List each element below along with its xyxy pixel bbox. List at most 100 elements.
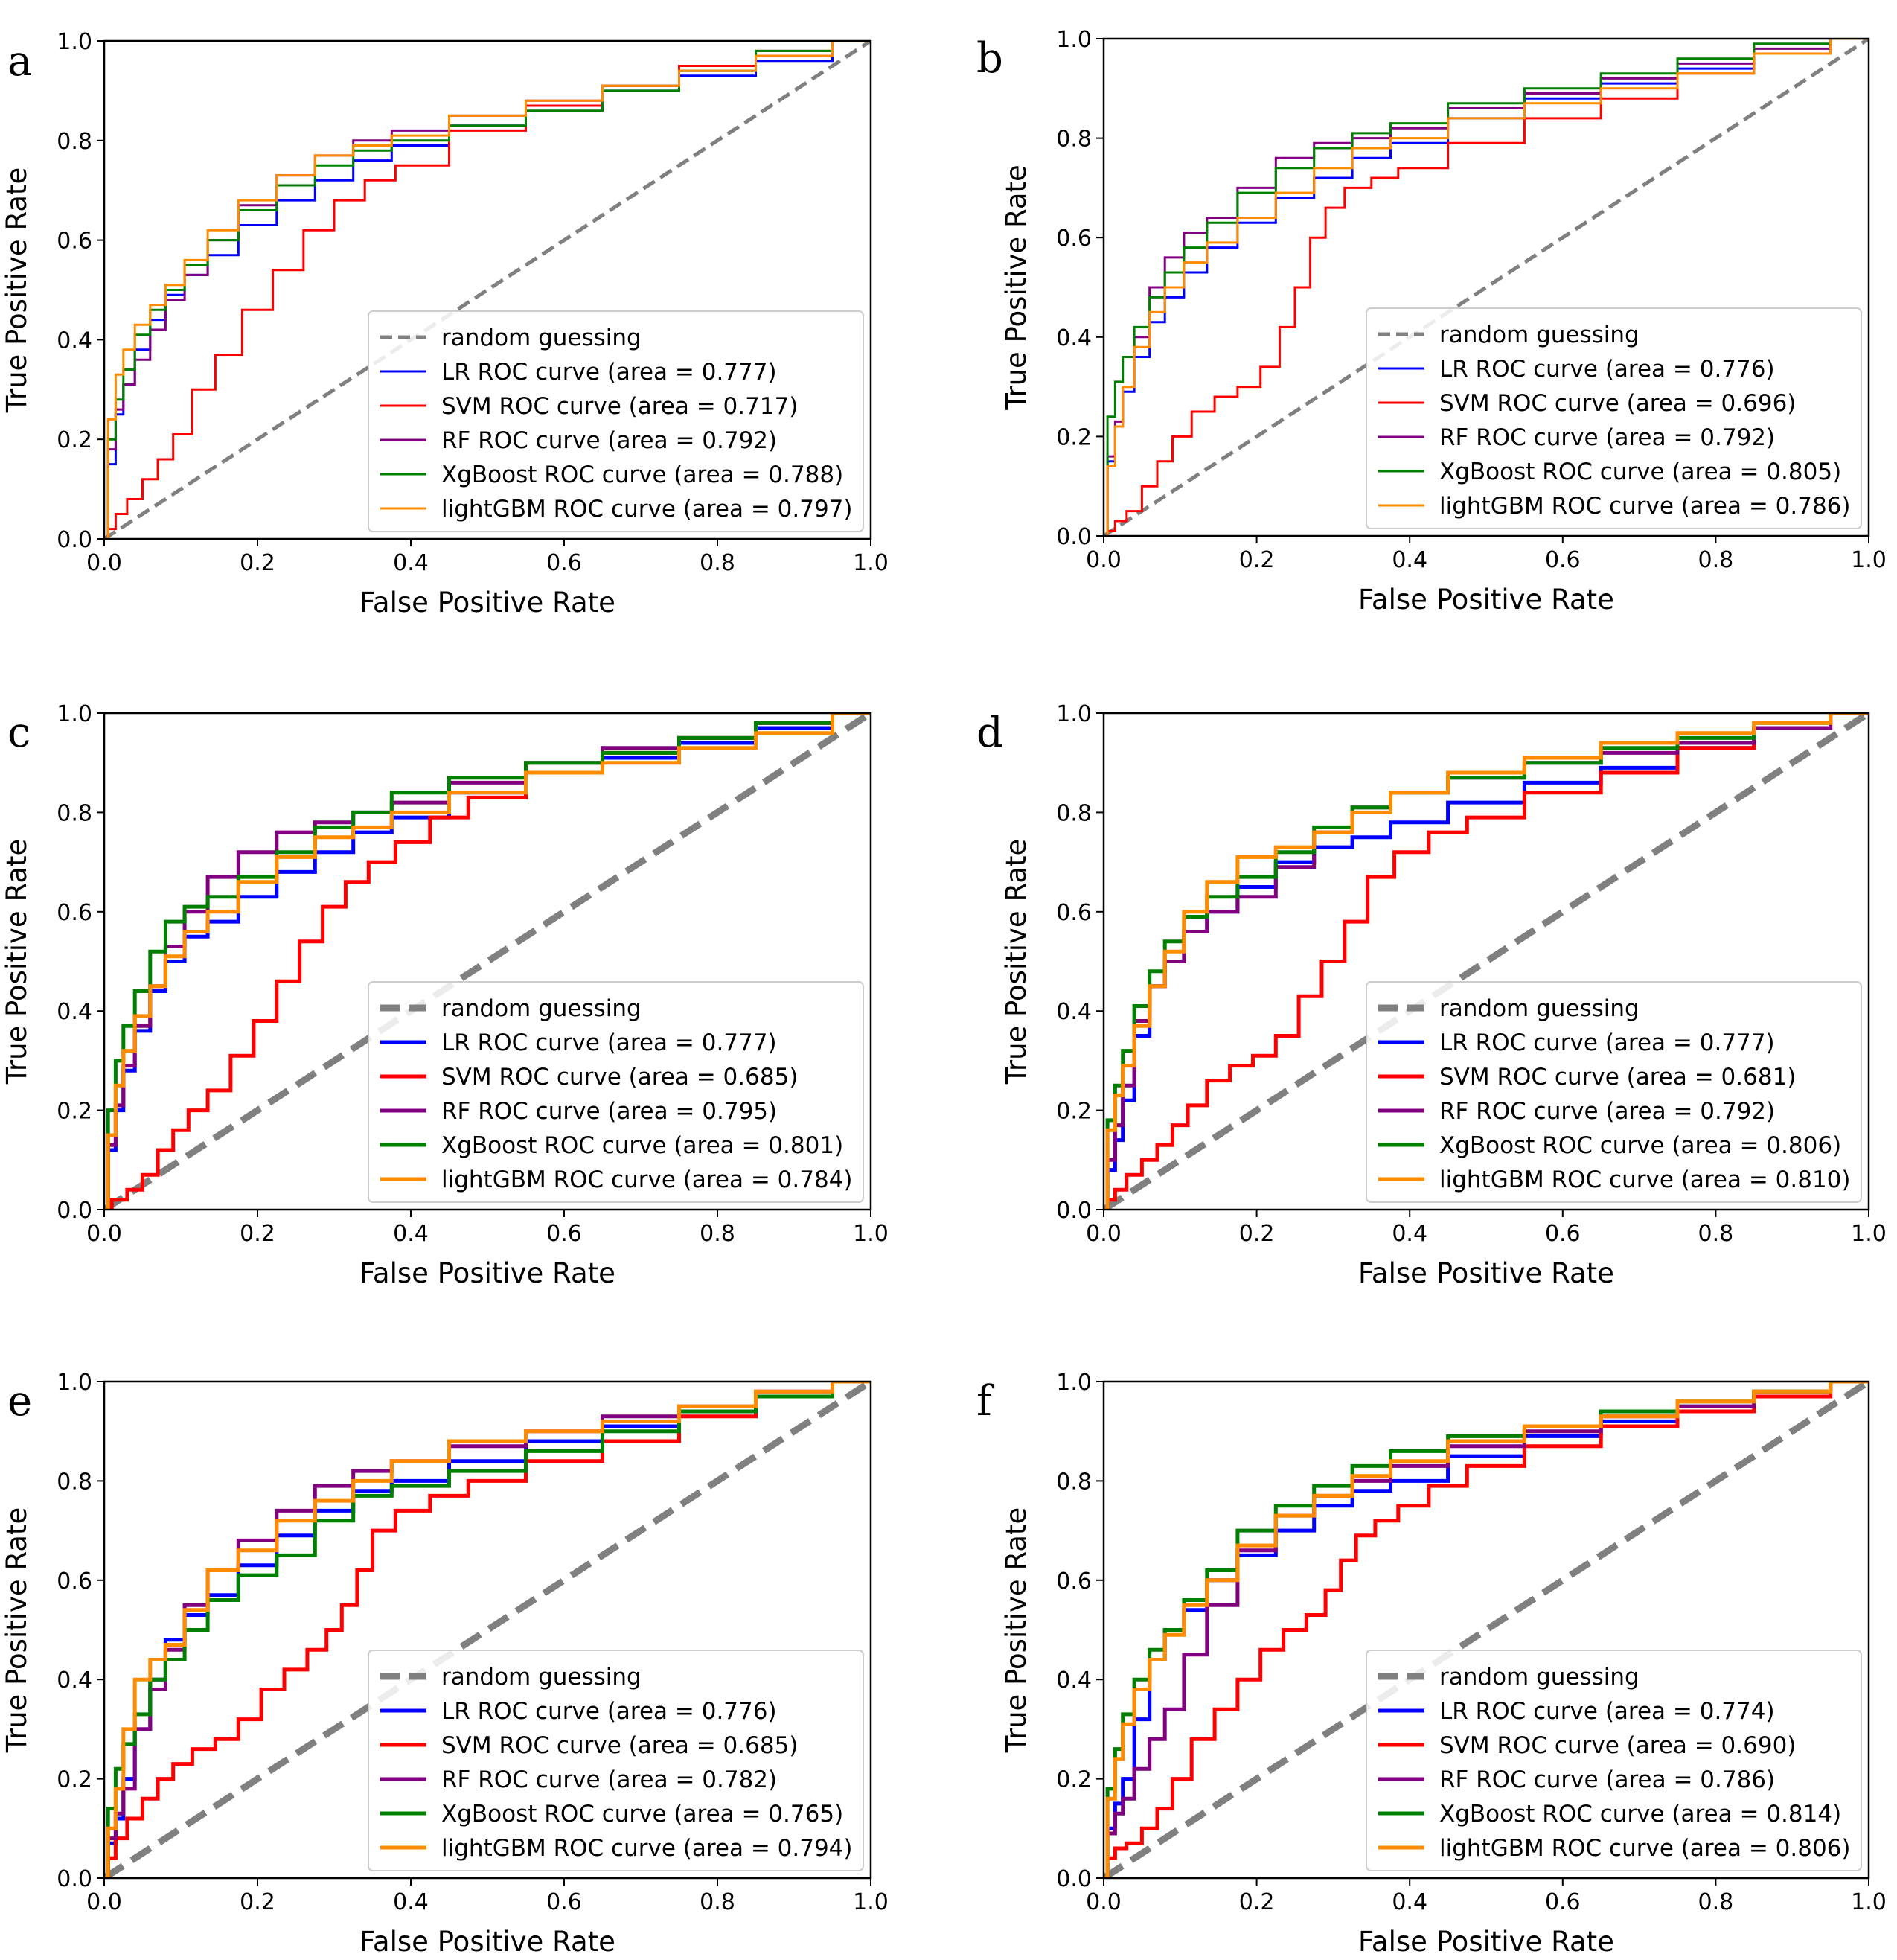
y-tick-label: 0.6	[1056, 1568, 1092, 1595]
legend-entry-label: RF ROC curve (area = 0.792)	[441, 427, 777, 454]
legend: random guessing LR ROC curve (area = 0.77…	[1366, 981, 1862, 1203]
chart-panel-f: f 0.0 0.2 0.4 0.6 0.8 1.0 0.0 0.2 0.4 0.6 0.8 1.0 Fal…	[976, 1370, 1887, 1958]
legend-entry-label: lightGBM ROC curve (area = 0.794)	[441, 1835, 853, 1862]
x-tick-label: 0.4	[393, 1221, 429, 1247]
x-tick-label: 1.0	[1851, 547, 1887, 573]
legend-entry-label: LR ROC curve (area = 0.777)	[441, 359, 777, 386]
legend-box	[1366, 1650, 1862, 1871]
y-tick-label: 0.2	[57, 1099, 92, 1125]
y-tick-label: 0.2	[57, 427, 92, 453]
x-tick-label: 0.0	[86, 550, 122, 576]
x-tick-label: 0.4	[1392, 547, 1427, 573]
y-tick-label: 0.8	[57, 129, 92, 155]
legend-entry-label: RF ROC curve (area = 0.795)	[441, 1098, 777, 1125]
plot-area	[1104, 39, 1869, 536]
random-guessing-line	[104, 1382, 871, 1878]
y-tick-label: 0.0	[57, 1866, 92, 1892]
random-guessing-line	[104, 713, 871, 1210]
x-tick-label: 0.8	[700, 1221, 735, 1247]
x-axis-label: False Positive Rate	[1358, 1257, 1614, 1289]
x-tick-label: 0.6	[546, 1221, 582, 1247]
y-tick-label: 1.0	[57, 1370, 92, 1396]
random-guessing-line	[1104, 713, 1869, 1210]
legend-entry-label: LR ROC curve (area = 0.777)	[1439, 1030, 1775, 1056]
legend-entry-label: RF ROC curve (area = 0.792)	[1439, 1098, 1775, 1125]
y-axis-label: True Positive Rate	[1, 839, 33, 1085]
y-axis-label: True Positive Rate	[1000, 839, 1032, 1085]
x-tick-label: 0.6	[546, 550, 582, 576]
legend-entry-label: random guessing	[1439, 995, 1640, 1022]
chart-panel-e: e 0.0 0.2 0.4 0.6 0.8 1.0 0.0 0.2 0.4 0.6 0.8 1.0 Fal…	[1, 1370, 889, 1958]
y-tick-label: 1.0	[1056, 27, 1092, 53]
legend: random guessing LR ROC curve (area = 0.77…	[368, 1650, 864, 1871]
legend-entry-label: random guessing	[441, 1664, 642, 1691]
roc-curve-lightgbm	[1104, 713, 1869, 1210]
roc-curve-svm	[1104, 1382, 1869, 1878]
y-tick-label: 0.2	[1056, 1099, 1092, 1125]
legend-entry-label: lightGBM ROC curve (area = 0.786)	[1439, 493, 1851, 520]
chart-panel-c: c 0.0 0.2 0.4 0.6 0.8 1.0 0.0 0.2 0.4 0.6 0.8 1.0 Fal…	[1, 701, 889, 1289]
legend-entry-label: RF ROC curve (area = 0.786)	[1439, 1766, 1775, 1793]
panel-letter: a	[7, 37, 32, 86]
x-axis-label: False Positive Rate	[1358, 1926, 1614, 1958]
plot-area	[104, 713, 871, 1210]
x-tick-label: 0.2	[1239, 1221, 1275, 1247]
y-tick-label: 0.4	[1056, 325, 1092, 351]
roc-curve-rf	[1104, 713, 1869, 1210]
y-tick-label: 0.8	[57, 1469, 92, 1495]
x-tick-label: 1.0	[853, 1889, 889, 1915]
y-tick-label: 0.4	[57, 999, 92, 1025]
x-tick-label: 0.4	[1392, 1221, 1427, 1247]
y-tick-label: 1.0	[1056, 701, 1092, 727]
y-axis-label: True Positive Rate	[1000, 1507, 1032, 1754]
x-tick-label: 0.0	[1086, 547, 1122, 573]
legend-box	[1366, 307, 1862, 529]
legend: random guessing LR ROC curve (area = 0.77…	[1366, 1650, 1862, 1871]
x-axis-label: False Positive Rate	[359, 1257, 615, 1289]
plot-area	[1104, 1382, 1869, 1878]
x-tick-label: 0.2	[240, 1889, 275, 1915]
legend-entry-label: SVM ROC curve (area = 0.696)	[1439, 390, 1796, 417]
y-tick-label: 1.0	[57, 701, 92, 727]
y-tick-label: 1.0	[1056, 1370, 1092, 1396]
roc-curve-xgboost	[1104, 713, 1869, 1210]
y-tick-label: 0.6	[1056, 900, 1092, 926]
x-tick-label: 0.8	[1698, 547, 1734, 573]
y-tick-label: 0.2	[57, 1767, 92, 1793]
legend: random guessing LR ROC curve (area = 0.77…	[368, 310, 864, 532]
y-tick-label: 0.8	[1056, 800, 1092, 826]
x-axis-label: False Positive Rate	[1358, 584, 1614, 616]
roc-curve-svm	[1104, 713, 1869, 1210]
chart-panel-d: d 0.0 0.2 0.4 0.6 0.8 1.0 0.0 0.2 0.4 0.6 0.8 1.0 Fal…	[976, 701, 1887, 1289]
plot-frame	[103, 39, 872, 540]
random-guessing-line	[1104, 39, 1869, 536]
x-tick-label: 0.6	[1545, 1221, 1581, 1247]
x-tick-label: 0.8	[700, 550, 735, 576]
y-tick-label: 0.2	[1056, 1767, 1092, 1793]
legend-entry-label: SVM ROC curve (area = 0.690)	[1439, 1732, 1796, 1759]
random-guessing-line	[1104, 1382, 1869, 1878]
y-tick-label: 0.8	[1056, 127, 1092, 153]
x-tick-label: 1.0	[1851, 1889, 1887, 1915]
legend-entry-label: random guessing	[441, 325, 642, 351]
legend-entry-label: RF ROC curve (area = 0.792)	[1439, 424, 1775, 451]
roc-curve-lightgbm	[104, 713, 871, 1210]
y-axis-label: True Positive Rate	[1, 167, 33, 414]
legend: random guessing LR ROC curve (area = 0.77…	[1366, 307, 1862, 529]
x-tick-label: 0.8	[700, 1889, 735, 1915]
legend-entry-label: lightGBM ROC curve (area = 0.797)	[441, 496, 853, 523]
x-axis-label: False Positive Rate	[359, 1926, 615, 1958]
chart-panel-b: b 0.0 0.2 0.4 0.6 0.8 1.0 0.0 0.2 0.4 0.6 0.8 1.0 Fal…	[976, 27, 1887, 616]
roc-curve-rf	[104, 713, 871, 1210]
legend-entry-label: XgBoost ROC curve (area = 0.765)	[441, 1801, 843, 1827]
chart-panel-a: a 0.0 0.2 0.4 0.6 0.8 1.0 0.0 0.2 0.4 0.6 0.8 1.0 Fal…	[1, 29, 889, 619]
x-tick-label: 0.2	[1239, 1889, 1275, 1915]
y-tick-label: 0.6	[57, 1568, 92, 1595]
y-tick-label: 0.4	[57, 1667, 92, 1694]
legend-entry-label: XgBoost ROC curve (area = 0.814)	[1439, 1801, 1841, 1827]
y-tick-label: 1.0	[57, 29, 92, 55]
y-tick-label: 0.2	[1056, 424, 1092, 450]
legend-entry-label: XgBoost ROC curve (area = 0.801)	[441, 1132, 843, 1159]
y-tick-label: 0.4	[1056, 1667, 1092, 1694]
